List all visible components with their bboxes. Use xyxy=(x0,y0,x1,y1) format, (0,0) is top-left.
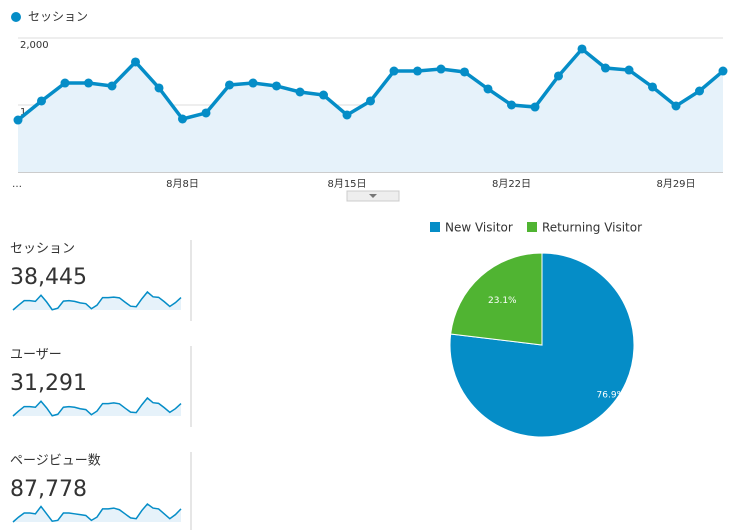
point xyxy=(483,84,493,94)
scorecard-label: ページビュー数 xyxy=(10,454,101,469)
point xyxy=(248,78,258,88)
point xyxy=(107,81,117,91)
point xyxy=(37,96,46,106)
pie-slice xyxy=(450,252,543,346)
slice-label: 76.9% xyxy=(597,391,626,401)
area xyxy=(18,48,723,172)
point xyxy=(530,102,540,112)
point xyxy=(154,83,164,93)
point xyxy=(601,63,610,73)
point xyxy=(60,78,70,88)
scorecard-value: 38,445 xyxy=(10,265,87,290)
point xyxy=(460,67,469,77)
point xyxy=(718,66,728,76)
point xyxy=(624,65,634,75)
point xyxy=(342,110,352,120)
legend-swatch xyxy=(527,222,537,232)
legend-swatch xyxy=(430,222,440,232)
scorecard-label: ユーザー xyxy=(10,348,62,363)
sparkline xyxy=(12,396,182,417)
point xyxy=(272,81,281,91)
scorecard-label: セッション xyxy=(10,242,75,257)
y-tick-label: 2,000 xyxy=(20,40,49,51)
point xyxy=(671,101,681,111)
x-tick-label: 8月15日 xyxy=(327,178,366,190)
point xyxy=(389,66,399,76)
point xyxy=(225,80,234,90)
sparkline-area xyxy=(13,504,181,522)
point xyxy=(84,78,93,88)
point xyxy=(319,90,328,100)
point xyxy=(201,108,211,118)
point xyxy=(648,82,657,92)
toggle-arrow xyxy=(369,194,377,198)
point xyxy=(577,44,587,54)
legend-label: Returning Visitor xyxy=(542,221,642,235)
x-tick-label: 8月8日 xyxy=(166,178,199,190)
point xyxy=(295,87,305,97)
point xyxy=(554,71,563,81)
x-tick-label: 8月22日 xyxy=(492,178,531,190)
sparkline-area xyxy=(13,292,181,310)
legend-label: New Visitor xyxy=(445,221,513,235)
scorecard-value: 87,778 xyxy=(10,477,87,502)
point xyxy=(178,114,187,124)
sparkline xyxy=(12,290,182,311)
point xyxy=(13,115,23,125)
sparkline xyxy=(12,502,182,523)
point xyxy=(366,96,375,106)
point xyxy=(507,100,516,110)
scorecard-value: 31,291 xyxy=(10,371,87,396)
slice-label: 23.1% xyxy=(488,296,517,306)
legend-label: セッション xyxy=(28,10,88,24)
legend-dot xyxy=(11,12,21,22)
sparkline-area xyxy=(13,398,181,416)
point xyxy=(436,64,446,74)
x-tick-label: 8月29日 xyxy=(656,178,695,190)
point xyxy=(413,66,422,76)
x-tick-label: … xyxy=(12,179,22,190)
point xyxy=(695,86,704,96)
point xyxy=(131,57,140,67)
